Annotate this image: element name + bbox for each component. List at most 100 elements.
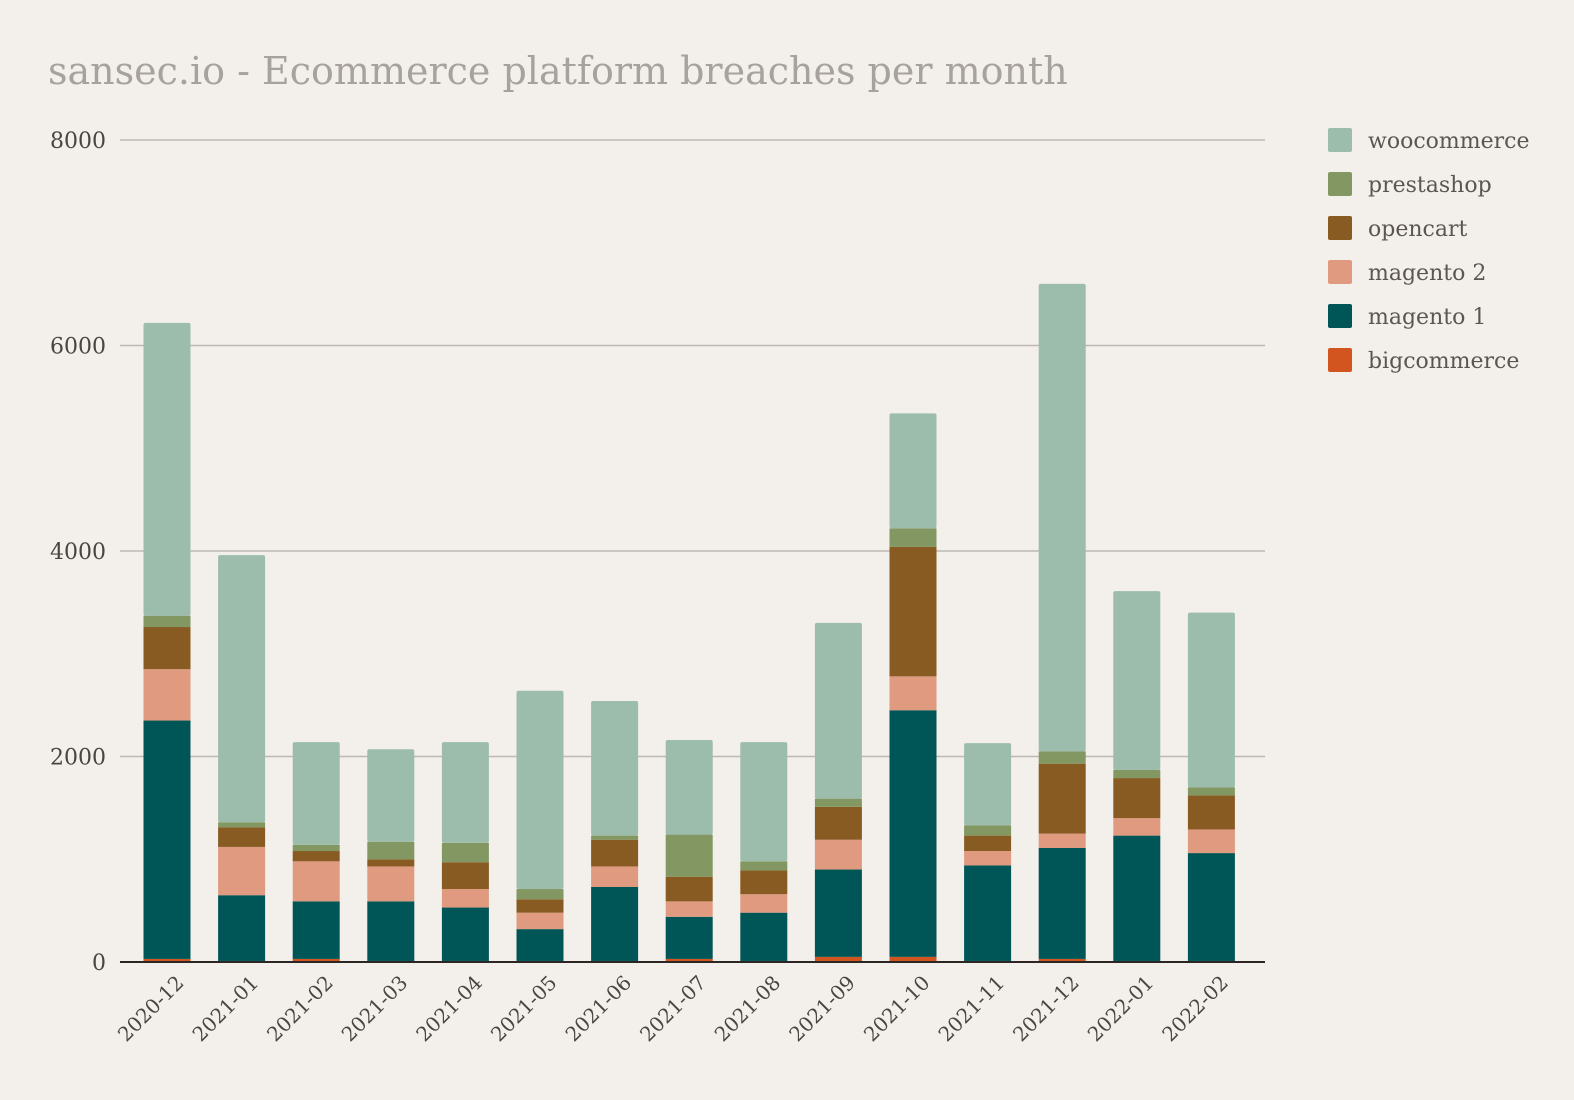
bar-prestashop-2021-12 [1038, 751, 1086, 764]
legend-swatch [1328, 216, 1352, 240]
bar-opencart-2021-04 [441, 862, 489, 890]
bar-prestashop-2021-05 [516, 889, 564, 900]
bar-magento-2-2021-04 [441, 889, 489, 908]
bar-magento-1-2021-06 [591, 886, 639, 961]
x-tick-label: 2020-12 [113, 971, 189, 1047]
bar-magento-1-2021-05 [516, 929, 564, 961]
y-tick-label: 0 [92, 951, 106, 976]
bar-woocommerce-2021-08 [740, 742, 788, 862]
bar-woocommerce-2021-10 [889, 413, 937, 529]
bar-magento-2-2022-02 [1187, 829, 1235, 854]
legend-item-bigcommerce: bigcommerce [1328, 348, 1519, 374]
bar-prestashop-2021-11 [964, 825, 1012, 836]
bar-magento-2-2020-12 [143, 669, 191, 721]
bar-woocommerce-2021-12 [1038, 283, 1086, 752]
bar-magento-1-2021-08 [740, 912, 788, 961]
bar-bigcommerce-2021-10 [889, 956, 937, 962]
bar-woocommerce-2021-01 [218, 555, 266, 823]
bar-opencart-2022-02 [1187, 795, 1235, 830]
y-tick-label: 4000 [50, 540, 106, 565]
bar-woocommerce-2021-11 [964, 743, 1012, 826]
bar-prestashop-2021-01 [218, 822, 266, 828]
bar-magento-1-2021-10 [889, 710, 937, 957]
y-tick-label: 6000 [50, 335, 106, 360]
legend-swatch [1328, 128, 1352, 152]
legend-label: opencart [1368, 217, 1467, 242]
bar-magento-2-2021-11 [964, 851, 1012, 866]
bar-opencart-2021-02 [292, 851, 340, 862]
bar-magento-2-2021-09 [814, 839, 862, 870]
bar-prestashop-2022-01 [1113, 769, 1161, 779]
bar-magento-1-2021-11 [964, 865, 1012, 961]
x-tick-label: 2021-08 [710, 971, 786, 1047]
bar-magento-2-2021-06 [591, 866, 639, 887]
y-tick-label: 8000 [50, 129, 106, 154]
x-tick-label: 2021-01 [187, 971, 263, 1047]
bar-opencart-2021-10 [889, 546, 937, 677]
x-tick-label: 2021-12 [1008, 971, 1084, 1047]
legend-item-magento-2: magento 2 [1328, 260, 1486, 286]
legend-item-opencart: opencart [1328, 216, 1467, 242]
bar-prestashop-2021-10 [889, 528, 937, 547]
x-tick-label: 2022-01 [1083, 971, 1159, 1047]
x-tick-label: 2021-05 [486, 971, 562, 1047]
bar-prestashop-2021-04 [441, 842, 489, 863]
bar-bigcommerce-2021-12 [1038, 958, 1086, 962]
legend-label: magento 1 [1368, 305, 1486, 330]
bar-woocommerce-2021-07 [665, 740, 713, 835]
bar-magento-1-2021-07 [665, 916, 713, 959]
x-tick-label: 2022-02 [1157, 971, 1233, 1047]
x-tick-label: 2021-06 [560, 971, 636, 1047]
bar-magento-2-2021-08 [740, 894, 788, 913]
x-tick-label: 2021-09 [784, 971, 860, 1047]
legend-item-woocommerce: woocommerce [1328, 128, 1530, 154]
legend-label: magento 2 [1368, 261, 1486, 286]
bar-bigcommerce-2021-09 [814, 956, 862, 962]
bar-magento-2-2021-01 [218, 846, 266, 896]
bar-magento-1-2021-09 [814, 869, 862, 957]
legend-swatch [1328, 348, 1352, 372]
legend-label: prestashop [1368, 173, 1492, 198]
bar-prestashop-2021-08 [740, 861, 788, 871]
bar-prestashop-2022-02 [1187, 787, 1235, 796]
y-axis-ticks: 0 2000 4000 6000 8000 [50, 129, 106, 976]
bar-prestashop-2021-07 [665, 834, 713, 877]
bar-magento-2-2021-07 [665, 901, 713, 917]
legend-item-prestashop: prestashop [1328, 172, 1492, 198]
bar-magento-2-2021-03 [367, 866, 415, 902]
bar-opencart-2021-07 [665, 876, 713, 902]
x-tick-label: 2021-10 [859, 971, 935, 1047]
bar-magento-2-2021-12 [1038, 833, 1086, 848]
legend-label: bigcommerce [1368, 349, 1519, 374]
bar-opencart-2022-01 [1113, 778, 1161, 819]
bar-woocommerce-2021-05 [516, 690, 564, 890]
bar-woocommerce-2022-02 [1187, 612, 1235, 788]
gridlines [120, 139, 1265, 758]
bar-magento-2-2021-05 [516, 912, 564, 930]
x-tick-label: 2021-03 [337, 971, 413, 1047]
bar-magento-2-2021-10 [889, 676, 937, 711]
bar-prestashop-2021-06 [591, 835, 639, 840]
bar-woocommerce-2021-03 [367, 749, 415, 842]
bar-magento-1-2021-03 [367, 901, 415, 961]
bar-prestashop-2021-03 [367, 841, 415, 860]
bar-magento-1-2021-01 [218, 895, 266, 961]
bar-magento-2-2021-02 [292, 861, 340, 902]
bar-woocommerce-2021-09 [814, 622, 862, 799]
legend: woocommerce prestashop opencart magento 2 ma… [1328, 128, 1530, 374]
bar-magento-1-2022-01 [1113, 835, 1161, 961]
bar-opencart-2020-12 [143, 627, 191, 670]
legend-swatch [1328, 172, 1352, 196]
bar-opencart-2021-08 [740, 870, 788, 895]
bar-bigcommerce-2021-07 [665, 958, 713, 962]
bar-bigcommerce-2020-12 [143, 958, 191, 962]
x-tick-label: 2021-07 [635, 971, 711, 1047]
bar-opencart-2021-05 [516, 899, 564, 913]
x-tick-label: 2021-11 [933, 971, 1009, 1047]
bar-magento-2-2022-01 [1113, 818, 1161, 836]
bar-opencart-2021-03 [367, 859, 415, 867]
x-tick-label: 2021-04 [411, 971, 487, 1047]
y-tick-label: 2000 [50, 746, 106, 771]
bar-woocommerce-2022-01 [1113, 591, 1161, 770]
